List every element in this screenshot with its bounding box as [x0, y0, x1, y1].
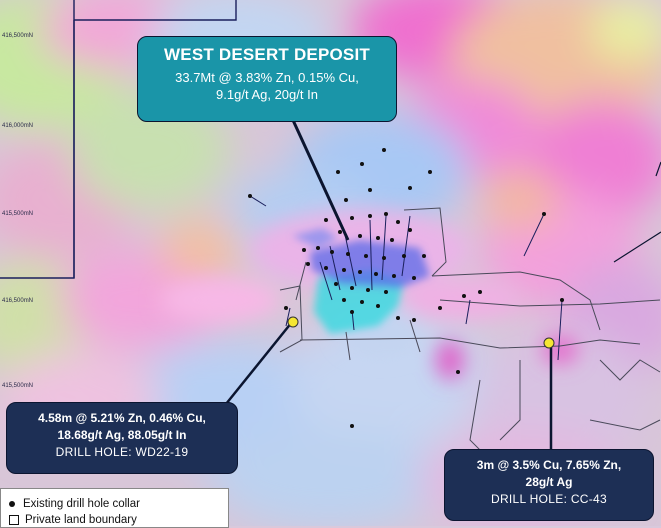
wd22-19-callout: 4.58m @ 5.21% Zn, 0.46% Cu, 18.68g/t Ag,… — [6, 402, 238, 474]
wd22-19-marker — [287, 316, 299, 328]
northing-label-2: 416,000mN — [2, 123, 34, 129]
deposit-grade-line2: 9.1g/t Ag, 20g/t In — [216, 87, 318, 102]
northing-label-3: 415,500mN — [2, 211, 34, 217]
boundary-box-icon — [9, 514, 19, 525]
wd22-19-hole-name: DRILL HOLE: WD22-19 — [55, 445, 189, 459]
northing-label-1: 416,500mN — [2, 33, 34, 39]
wd22-19-intercept-line1: 4.58m @ 5.21% Zn, 0.46% Cu, — [38, 411, 206, 425]
private-land-boundaries — [0, 0, 237, 279]
drill-collars — [248, 148, 564, 428]
cc-43-intercept-line1: 3m @ 3.5% Cu, 7.65% Zn, — [476, 458, 622, 472]
legend-private-land-label: Private land boundary — [25, 514, 137, 526]
northing-label-4: 416,500mN — [2, 298, 34, 304]
map-legend: Existing drill hole collar Private land … — [0, 488, 229, 528]
legend-row-collar: Existing drill hole collar — [9, 496, 228, 512]
cc-43-marker — [543, 337, 555, 349]
deposit-callout: WEST DESERT DEPOSIT 33.7Mt @ 3.83% Zn, 0… — [137, 36, 397, 122]
callout-leaders — [225, 117, 661, 450]
highlighted-holes — [287, 316, 555, 349]
legend-row-private-land: Private land boundary — [9, 512, 228, 528]
drill-traces — [249, 195, 563, 361]
cc-43-hole-name: DRILL HOLE: CC-43 — [490, 492, 608, 506]
orebody-footprint — [292, 228, 430, 334]
collar-dot-icon — [9, 500, 15, 507]
cc-43-intercept-line2: 28g/t Ag — [525, 475, 573, 489]
cc-43-callout: 3m @ 3.5% Cu, 7.65% Zn, 28g/t Ag DRILL H… — [444, 449, 654, 521]
wd22-19-intercept-line2: 18.68g/t Ag, 88.05g/t In — [57, 428, 187, 442]
legend-collar-label: Existing drill hole collar — [23, 498, 140, 510]
deposit-title: WEST DESERT DEPOSIT — [164, 45, 370, 64]
northing-label-5: 415,500mN — [2, 383, 34, 389]
claim-boundaries — [279, 207, 661, 461]
deposit-grade-line1: 33.7Mt @ 3.83% Zn, 0.15% Cu, — [175, 70, 359, 85]
